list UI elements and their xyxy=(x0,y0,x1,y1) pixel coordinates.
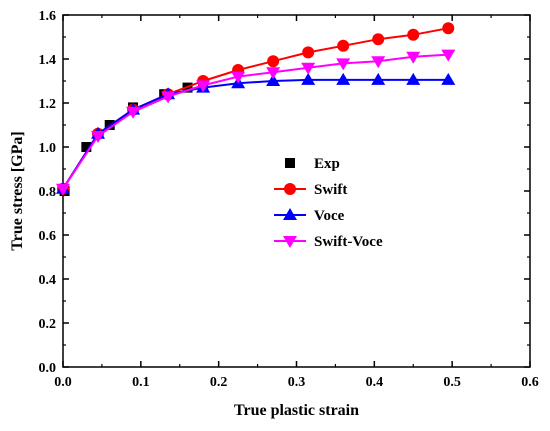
data-point xyxy=(336,58,351,71)
x-tick-label: 0.2 xyxy=(210,375,228,390)
data-point xyxy=(442,22,455,35)
data-point xyxy=(407,28,420,41)
data-point xyxy=(406,72,421,85)
x-tick-label: 0.4 xyxy=(366,375,384,390)
data-point xyxy=(196,80,211,93)
series-layer xyxy=(56,22,456,196)
series-1 xyxy=(57,22,455,195)
data-point xyxy=(267,55,280,68)
data-point xyxy=(231,71,246,84)
data-point xyxy=(301,62,316,75)
legend-marker xyxy=(283,236,297,248)
data-point xyxy=(336,72,351,85)
x-tick-label: 0.6 xyxy=(521,375,539,390)
y-tick-label: 1.2 xyxy=(39,97,57,112)
x-axis-title: True plastic strain xyxy=(234,402,359,419)
plot-frame xyxy=(62,14,531,368)
legend-label: Swift-Voce xyxy=(314,234,383,250)
y-tick-label: 0.2 xyxy=(39,317,57,332)
data-point xyxy=(56,183,70,196)
x-tick-label: 0.5 xyxy=(443,375,461,390)
data-point xyxy=(337,39,350,52)
y-tick-label: 1.0 xyxy=(39,141,57,156)
legend-label: Swift xyxy=(314,182,347,198)
legend-marker xyxy=(285,158,295,168)
y-tick-label: 1.4 xyxy=(39,53,57,68)
plot-area xyxy=(62,14,531,368)
series-line xyxy=(62,78,449,190)
data-point xyxy=(266,74,281,86)
data-point xyxy=(91,131,106,143)
x-tick-label: 0.0 xyxy=(54,375,72,390)
legend-marker xyxy=(284,183,296,195)
data-point xyxy=(81,142,92,152)
legend-label: Exp xyxy=(314,156,340,172)
y-tick-label: 0.8 xyxy=(39,185,57,200)
data-point xyxy=(371,56,386,69)
data-point xyxy=(266,67,281,80)
data-point xyxy=(406,51,421,64)
data-point xyxy=(371,72,386,85)
data-point xyxy=(126,106,141,119)
legend-item-1: Swift xyxy=(274,182,347,198)
x-tick-label: 0.3 xyxy=(288,375,306,390)
data-point xyxy=(372,33,385,46)
y-tick-label: 0.0 xyxy=(39,361,57,376)
data-point xyxy=(302,46,315,59)
axes: 0.0 0.1 0.2 0.3 0.4 0.5 0.6 0.0 0.2 0.4 0.6 0.8 1.0 1… xyxy=(39,9,539,390)
legend-item-2: Voce xyxy=(274,208,345,224)
series-line xyxy=(62,53,449,190)
y-axis-title: True stress [GPa] xyxy=(9,131,26,250)
legend-item-0: Exp xyxy=(285,156,340,172)
x-tick-label: 0.1 xyxy=(132,375,150,390)
series-2 xyxy=(56,72,456,194)
legend-label: Voce xyxy=(314,208,345,224)
legend-marker xyxy=(283,208,297,220)
series-0 xyxy=(59,80,209,196)
data-point xyxy=(301,72,316,85)
data-point xyxy=(441,49,456,62)
y-tick-label: 1.6 xyxy=(39,9,57,24)
legend-item-3: Swift-Voce xyxy=(274,234,383,250)
data-point xyxy=(441,72,456,85)
series-line xyxy=(62,27,449,190)
series-3 xyxy=(56,49,456,196)
y-tick-label: 0.6 xyxy=(39,229,57,244)
data-point xyxy=(161,91,176,104)
y-tick-label: 0.4 xyxy=(39,273,57,288)
legend: Exp Swift Voce Swift-Voce xyxy=(274,156,383,250)
